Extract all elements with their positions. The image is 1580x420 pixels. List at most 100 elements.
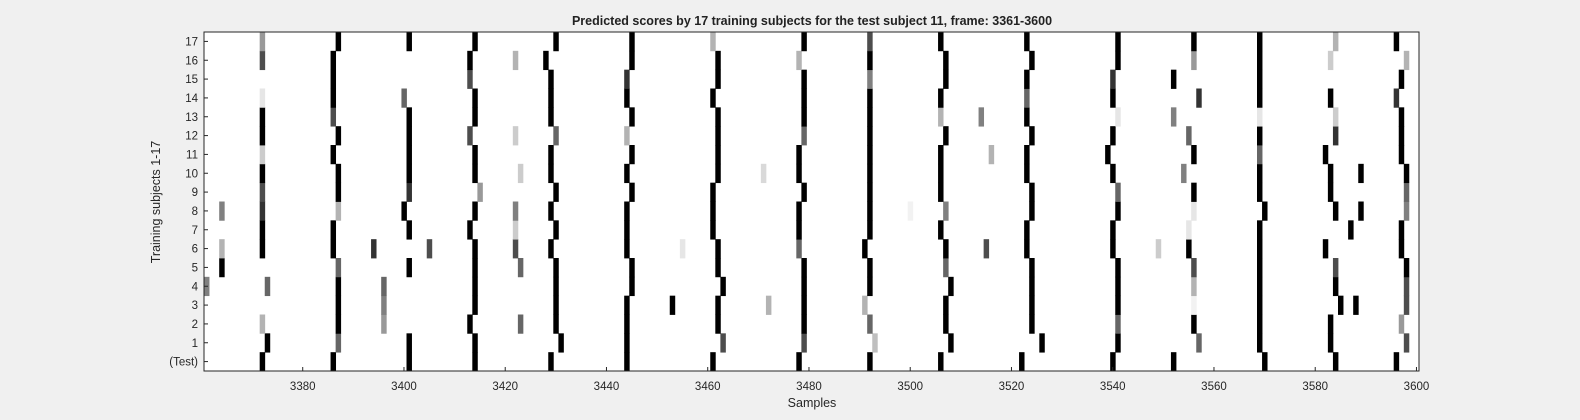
heatmap-cell: [1115, 32, 1121, 52]
heatmap-cell: [1327, 88, 1334, 108]
heatmap-cell: [1257, 295, 1263, 315]
heatmap-cell: [1170, 352, 1177, 372]
heatmap-cell: [1191, 276, 1197, 297]
x-tick-label: 3520: [999, 381, 1025, 393]
heatmap-cell: [1332, 352, 1339, 372]
heatmap-cell: [330, 69, 337, 89]
heatmap-cell: [548, 352, 554, 372]
heatmap-cell: [629, 145, 635, 165]
heatmap-cell: [669, 295, 676, 315]
heatmap-cell: [553, 276, 559, 297]
heatmap-cell: [1110, 220, 1116, 240]
heatmap-cell: [1196, 88, 1202, 108]
heatmap-cell: [548, 201, 554, 221]
heatmap-cell: [943, 258, 949, 278]
heatmap-cell: [517, 314, 524, 334]
y-tick-label: 6: [192, 244, 198, 256]
heatmap-cell: [801, 258, 807, 278]
heatmap-cell: [938, 107, 944, 127]
heatmap-cell: [1398, 220, 1405, 240]
heatmap-cell: [983, 239, 990, 259]
heatmap-cell: [801, 107, 807, 127]
heatmap-cell: [796, 239, 802, 259]
heatmap-cell: [1398, 239, 1405, 259]
heatmap-cell: [1257, 32, 1263, 52]
heatmap-cell: [720, 333, 726, 353]
heatmap-cell: [1398, 69, 1405, 89]
heatmap-cell: [938, 88, 944, 108]
heatmap-cell: [330, 239, 337, 259]
heatmap-cell: [259, 220, 266, 240]
heatmap-cell: [406, 163, 412, 184]
heatmap-cell: [867, 50, 873, 71]
heatmap-cell: [796, 145, 802, 165]
heatmap-cell: [1191, 258, 1197, 278]
heatmap-cell: [1181, 163, 1187, 184]
heatmap-cell: [1322, 145, 1329, 165]
heatmap-cell: [1191, 50, 1197, 71]
heatmap-cell: [1115, 182, 1121, 202]
heatmap-cell: [624, 352, 630, 372]
heatmap-cell: [467, 220, 473, 240]
heatmap-cell: [264, 333, 271, 353]
heatmap-cell: [259, 145, 266, 165]
y-tick-label: 15: [185, 74, 198, 86]
heatmap-cell: [988, 145, 995, 165]
heatmap-cell: [943, 239, 949, 259]
heatmap-cell: [1115, 107, 1121, 127]
heatmap-cell: [1257, 182, 1263, 202]
heatmap-cell: [1327, 333, 1334, 353]
heatmap-cell: [472, 333, 478, 353]
x-tick-label: 3420: [492, 381, 518, 393]
heatmap-cell: [943, 126, 949, 146]
heatmap-cell: [406, 32, 412, 52]
heatmap-cell: [1191, 201, 1197, 221]
heatmap-cell: [679, 239, 686, 259]
heatmap-cell: [867, 69, 873, 89]
heatmap-cell: [472, 276, 478, 297]
heatmap-cell: [624, 220, 630, 240]
heatmap-cell: [381, 314, 387, 334]
heatmap-cell: [1327, 50, 1334, 71]
x-tick-label: 3540: [1100, 381, 1126, 393]
heatmap-cell: [867, 352, 873, 372]
heatmap-cell: [624, 295, 630, 315]
heatmap-cell: [259, 163, 266, 184]
heatmap-cell: [512, 220, 519, 240]
heatmap-cell: [1257, 333, 1263, 353]
heatmap-cell: [548, 163, 554, 184]
heatmap-cell: [1338, 295, 1344, 315]
heatmap-cell: [867, 182, 873, 202]
heatmap-cell: [1029, 201, 1035, 221]
heatmap-cell: [715, 163, 721, 184]
heatmap-cell: [938, 163, 944, 184]
heatmap-cell: [978, 107, 985, 127]
heatmap-cell: [1029, 276, 1035, 297]
heatmap-cell: [1257, 69, 1263, 89]
heatmap-cell: [1115, 50, 1121, 71]
heatmap-cell: [760, 163, 767, 184]
heatmap-cell: [553, 220, 559, 240]
heatmap-cell: [406, 107, 412, 127]
x-tick-label: 3600: [1404, 381, 1430, 393]
heatmap-cell: [259, 88, 266, 108]
heatmap-cell: [548, 107, 554, 127]
heatmap-cell: [624, 69, 630, 89]
heatmap-cell: [1332, 201, 1339, 221]
heatmap-cell: [1257, 88, 1263, 108]
heatmap-cell: [472, 107, 478, 127]
x-tick-label: 3560: [1201, 381, 1227, 393]
heatmap-cell: [1353, 295, 1359, 315]
x-tick-label: 3480: [796, 381, 822, 393]
heatmap-cell: [472, 88, 478, 108]
heatmap-cell: [943, 201, 949, 221]
heatmap-cell: [553, 314, 559, 334]
heatmap-cell: [1186, 239, 1192, 259]
heatmap-cell: [862, 239, 868, 259]
heatmap-cell: [1257, 276, 1263, 297]
heatmap-cell: [801, 126, 807, 146]
heatmap-cell: [801, 88, 807, 108]
heatmap-cell: [1115, 201, 1121, 221]
heatmap-cell: [720, 276, 726, 297]
